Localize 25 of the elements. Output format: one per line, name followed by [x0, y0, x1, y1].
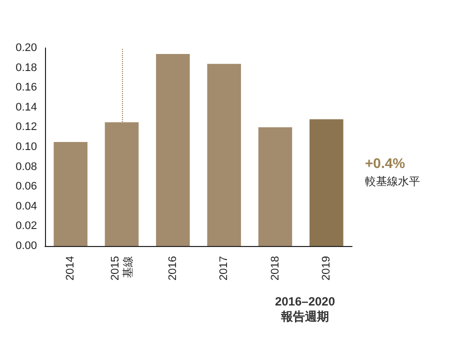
y-tick-label: 0.14 — [16, 101, 37, 114]
y-tick-label: 0.10 — [16, 141, 37, 153]
bar — [310, 119, 344, 246]
bar — [156, 54, 190, 246]
text: 2016–2020 報告週期 — [274, 294, 336, 324]
y-tick-label: 0.06 — [16, 180, 37, 193]
y-tick-label: 0.04 — [16, 200, 37, 212]
y-tick-label: 0.12 — [16, 121, 37, 134]
text: 較基線水平 — [365, 175, 420, 188]
x-tick-label: 2014 — [64, 256, 77, 280]
bar — [258, 127, 292, 246]
y-tick-label: 0.16 — [16, 82, 37, 94]
text: +0.4% — [365, 155, 406, 171]
y-tick-label: 0.20 — [16, 42, 37, 54]
x-tick-label: 2019 — [320, 256, 332, 280]
y-tick-label: 0.08 — [16, 160, 37, 173]
bar — [54, 142, 88, 246]
y-tick-label: 0.18 — [16, 62, 37, 74]
y-tick-label: 0.00 — [16, 240, 37, 252]
x-tick-label: 2017 — [218, 256, 230, 280]
bar — [207, 64, 241, 246]
y-tick-label: 0.02 — [16, 220, 37, 232]
x-tick-label: 2018 — [269, 256, 282, 280]
x-tick-label: 2016 — [166, 256, 179, 280]
x-tick-label: 2015 基線 — [109, 256, 134, 280]
